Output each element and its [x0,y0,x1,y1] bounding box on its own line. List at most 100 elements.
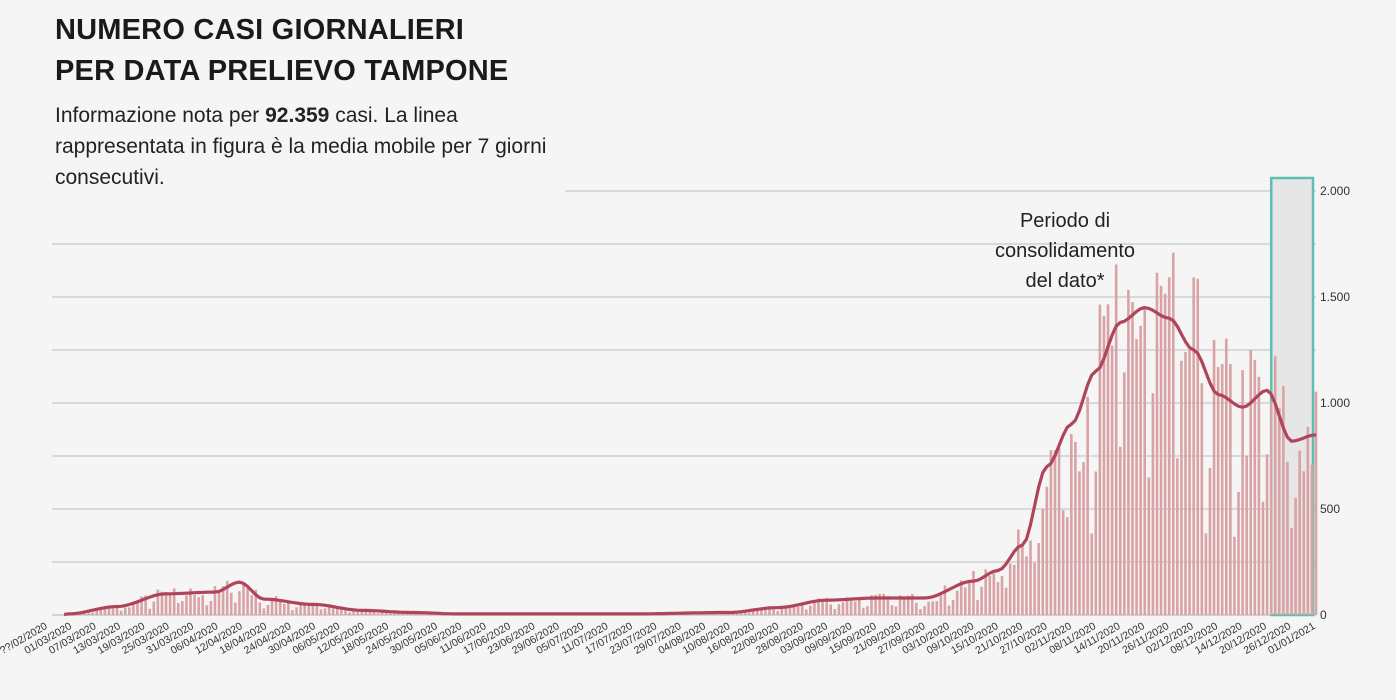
daily-bar [1156,273,1159,615]
daily-bar [1050,450,1053,615]
daily-bar [809,606,812,615]
daily-bar [1066,517,1069,615]
daily-bar [931,601,934,615]
daily-bar [1009,564,1012,615]
daily-bar [813,601,816,615]
daily-bar [748,613,751,615]
daily-bar [316,606,319,615]
daily-bar [1192,277,1195,615]
daily-bar [935,601,938,615]
daily-bar [1315,392,1318,615]
daily-bar [1270,402,1273,615]
daily-bar [968,582,971,615]
daily-bar [919,609,922,615]
daily-bar [1074,442,1077,615]
daily-bar [1196,279,1199,615]
y-tick-label: 0 [1320,608,1327,622]
daily-bar [1307,427,1310,615]
daily-bar [234,603,237,615]
daily-bar [915,603,918,615]
daily-bar [295,607,298,615]
daily-bar [1021,545,1024,615]
daily-bar [1086,397,1089,615]
daily-bar [259,602,262,615]
daily-bar [112,608,115,615]
daily-bar [1029,540,1032,615]
daily-bar [1180,361,1183,615]
daily-bar [1245,456,1248,615]
daily-bar [206,605,209,615]
daily-bar [1148,477,1151,615]
y-tick-label: 1.500 [1320,290,1350,304]
daily-bar [1135,339,1138,615]
daily-bar [279,600,282,615]
daily-bar [1062,510,1065,615]
daily-bar [320,609,323,615]
daily-bar [1237,492,1240,615]
cases-chart: 05001.0001.5002.000??/02/202001/03/20200… [0,0,1396,700]
daily-bar [1033,563,1036,615]
daily-bar [1058,447,1061,615]
daily-bar [246,588,249,615]
daily-bar [829,604,832,615]
daily-bar [169,593,172,615]
daily-bar [1205,533,1208,615]
daily-bar [866,606,869,615]
daily-bar [1209,468,1212,615]
daily-bar [1184,352,1187,615]
daily-bar [381,612,384,615]
daily-bar [903,597,906,615]
daily-bar [152,601,155,615]
daily-bar [1278,408,1281,615]
daily-bar [1139,326,1142,615]
daily-bar [263,608,266,615]
daily-bar [1123,372,1126,615]
daily-bar [850,601,853,615]
daily-bar [1294,498,1297,615]
daily-bar [988,576,991,615]
daily-bar [923,606,926,615]
daily-bar [1119,447,1122,615]
daily-bar [776,611,779,615]
daily-bar [1001,576,1004,615]
daily-bar [1286,462,1289,615]
daily-bar [1249,350,1252,615]
daily-bar [1225,339,1228,615]
daily-bar [1005,588,1008,615]
daily-bar [250,595,253,615]
daily-bar [993,573,996,615]
daily-bar [1070,434,1073,615]
daily-bar [120,611,123,615]
daily-bar [1082,462,1085,615]
daily-bar [1188,350,1191,615]
daily-bar [780,608,783,615]
daily-bar [1127,290,1130,615]
daily-bar [764,610,767,615]
daily-bar [789,608,792,615]
y-tick-label: 500 [1320,502,1340,516]
daily-bar [1201,383,1204,615]
daily-bar [193,595,196,615]
y-tick-label: 2.000 [1320,184,1350,198]
daily-bar [242,583,245,615]
daily-bar [1152,393,1155,615]
daily-bar [1266,454,1269,615]
daily-bar [210,601,213,615]
daily-bar [136,602,139,615]
daily-bar [1078,471,1081,615]
daily-bar [952,600,955,615]
daily-bar [230,593,233,615]
daily-bar [181,601,184,615]
daily-bar [1046,487,1049,615]
daily-bar [1054,450,1057,615]
daily-bar [854,601,857,615]
daily-bar [1017,530,1020,615]
daily-bar [116,607,119,615]
daily-bar [980,587,983,615]
annotation-line-1: Periodo di [950,206,1180,236]
daily-bar [1172,253,1175,615]
daily-bar [291,610,294,615]
daily-bar [948,606,951,615]
daily-bar [1111,346,1114,615]
daily-bar [348,612,351,615]
